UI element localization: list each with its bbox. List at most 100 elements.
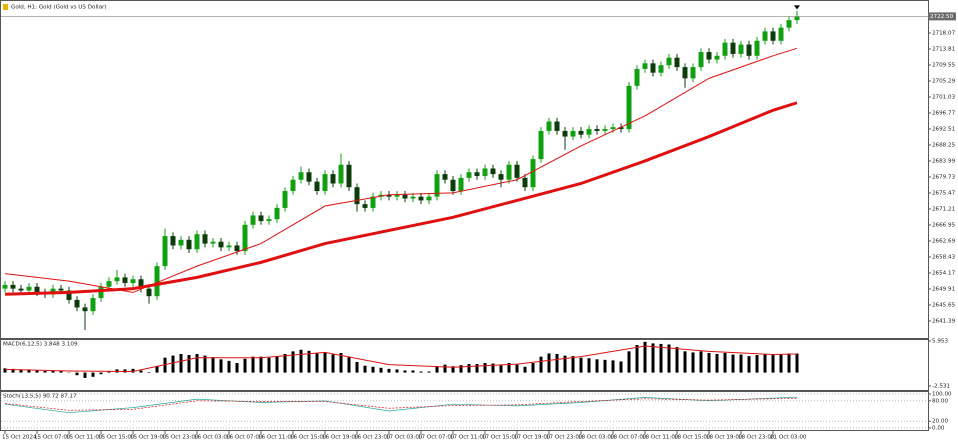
macd-bar — [59, 370, 63, 373]
candle-body — [706, 52, 712, 60]
macd-bar — [779, 354, 783, 373]
candle-body — [586, 129, 592, 135]
candle-body — [690, 67, 696, 79]
candle-body — [714, 55, 720, 60]
macd-bar — [667, 344, 671, 373]
candle-body — [786, 20, 792, 28]
macd-bar — [299, 349, 303, 373]
candle-body — [10, 284, 16, 289]
macd-bar — [515, 364, 519, 373]
macd-bar — [595, 359, 599, 373]
macd-bar — [467, 364, 471, 373]
macd-bar — [355, 361, 359, 373]
macd-bar — [499, 365, 503, 373]
macd-bar — [243, 358, 247, 373]
candle-body — [250, 215, 256, 225]
candle-body — [74, 299, 80, 308]
macd-bar — [731, 354, 735, 373]
main-frame — [0, 0, 929, 339]
y-tick-label: 2658.43 — [932, 254, 956, 260]
candle-body — [546, 121, 552, 131]
macd-bar — [83, 372, 87, 378]
candle-body — [386, 194, 392, 197]
candle-body — [330, 174, 336, 184]
candle-body — [354, 187, 360, 205]
candle-body — [130, 279, 136, 284]
y-tick-label: 2709.55 — [932, 63, 956, 69]
macd-bar — [771, 355, 775, 373]
macd-bar — [51, 370, 55, 373]
y-tick-label: 2705.29 — [932, 79, 956, 85]
candle-body — [402, 194, 408, 199]
x-tick-label: 15 Oct 11:00 — [66, 435, 103, 441]
candle-body — [98, 286, 104, 299]
macd-bar — [739, 354, 743, 373]
macd-bar — [291, 351, 295, 373]
candle-body — [722, 42, 728, 56]
candle-body — [450, 179, 456, 192]
candle-body — [34, 286, 40, 293]
candle-body — [138, 279, 144, 289]
macd-bar — [275, 356, 279, 373]
x-tick-label: 18 Oct 19:00 — [706, 435, 743, 441]
y-tick-label: 2649.91 — [932, 286, 956, 292]
y-tick-label: 2666.95 — [932, 222, 956, 228]
candle-body — [146, 288, 152, 297]
stoch-label: Stoch(13,5,5) 90.72 87.17 — [3, 394, 77, 400]
candle-body — [194, 234, 200, 250]
x-tick-label: 15 Oct 2024 — [2, 435, 37, 441]
macd-bar — [691, 352, 695, 373]
macd-bar — [651, 343, 655, 373]
candle-body — [602, 129, 608, 131]
macd-bar — [147, 372, 151, 373]
candle-body — [658, 65, 664, 73]
macd-bar — [563, 355, 567, 373]
macd-bar — [475, 364, 479, 373]
macd-bar — [43, 370, 47, 373]
candle-body — [82, 307, 88, 312]
macd-bar — [459, 365, 463, 373]
y-tick-label: 100.00 — [932, 392, 952, 398]
x-tick-label: 18 Oct 15:00 — [674, 435, 711, 441]
candle-body — [666, 57, 672, 66]
y-tick-label: 2675.47 — [932, 190, 956, 196]
candle-body — [410, 196, 416, 199]
macd-bar — [251, 356, 255, 373]
candle-body — [58, 288, 64, 291]
candle-body — [522, 177, 528, 188]
y-tick-label: 20.00 — [932, 419, 948, 425]
candle-body — [218, 241, 224, 248]
candle-body — [306, 172, 312, 182]
x-tick-label: 16 Oct 11:00 — [258, 435, 295, 441]
candle-body — [594, 129, 600, 131]
x-tick-label: 16 Oct 03:00 — [194, 435, 231, 441]
x-tick-label: 16 Oct 15:00 — [290, 435, 327, 441]
candle-body — [266, 219, 272, 222]
macd-bar — [435, 366, 439, 373]
x-tick-label: 15 Oct 23:00 — [162, 435, 199, 441]
macd-bar — [707, 352, 711, 373]
candle-body — [122, 277, 128, 284]
candle-body — [610, 127, 616, 130]
y-tick-label: 2671.21 — [932, 206, 956, 212]
x-tick-label: 17 Oct 19:00 — [514, 435, 551, 441]
candle-body — [90, 298, 96, 312]
x-tick-label: 16 Oct 07:00 — [226, 435, 263, 441]
macd-bar — [587, 358, 591, 373]
macd-bar — [179, 354, 183, 373]
chart-title: Gold, H1: Gold (Gold vs US Dollar) — [11, 5, 106, 11]
x-tick-label: 18 Oct 23:00 — [738, 435, 775, 441]
y-tick-label: 2692.51 — [932, 127, 956, 133]
y-tick-label: 2645.65 — [932, 302, 956, 308]
candle-body — [618, 127, 624, 130]
x-tick-label: 16 Oct 23:00 — [354, 435, 391, 441]
y-tick-label: -2.531 — [932, 384, 950, 390]
candle-body — [114, 277, 120, 282]
y-tick-label: 2662.69 — [932, 238, 956, 244]
candle-body — [282, 191, 288, 208]
macd-bar — [571, 356, 575, 373]
candle-body — [442, 174, 448, 180]
x-tick-label: 17 Oct 03:00 — [386, 435, 423, 441]
macd-bar — [723, 352, 727, 373]
